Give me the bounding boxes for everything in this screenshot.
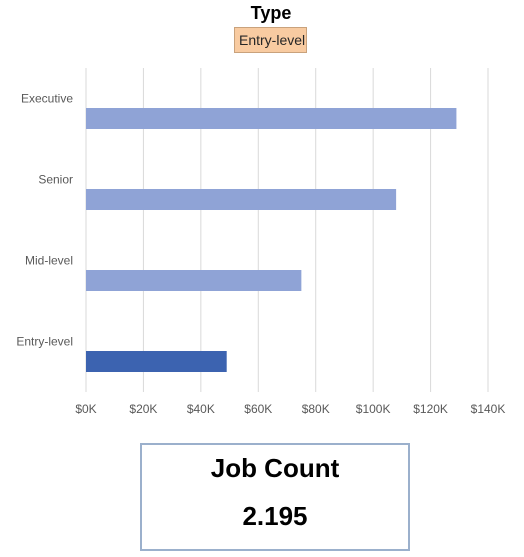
bar [86,270,302,291]
category-label: Senior [38,173,73,187]
bar [86,108,457,129]
category-label: Entry-level [16,335,73,349]
x-tick-label: $120K [413,402,448,416]
x-tick-label: $40K [187,402,215,416]
bar [86,351,227,372]
category-label: Executive [21,92,73,106]
job-count-value: 2.195 [242,501,308,531]
category-label: Mid-level [25,254,73,268]
job-count-label: Job Count [210,453,340,483]
x-tick-label: $100K [356,402,391,416]
job-count-card: Job Count 2.195 [140,443,410,551]
bar [86,189,397,210]
x-tick-label: $0K [75,402,96,416]
slicer-item-entry-level[interactable]: Entry-level [234,27,307,53]
slicer-title: Type [250,3,292,23]
bar-chart: $0K $20K $40K $60K $80K $100K $120K $140K Execut… [16,68,506,416]
x-tick-label: $60K [244,402,272,416]
x-tick-label: $140K [471,402,506,416]
x-tick-label: $80K [302,402,330,416]
x-tick-label: $20K [129,402,157,416]
